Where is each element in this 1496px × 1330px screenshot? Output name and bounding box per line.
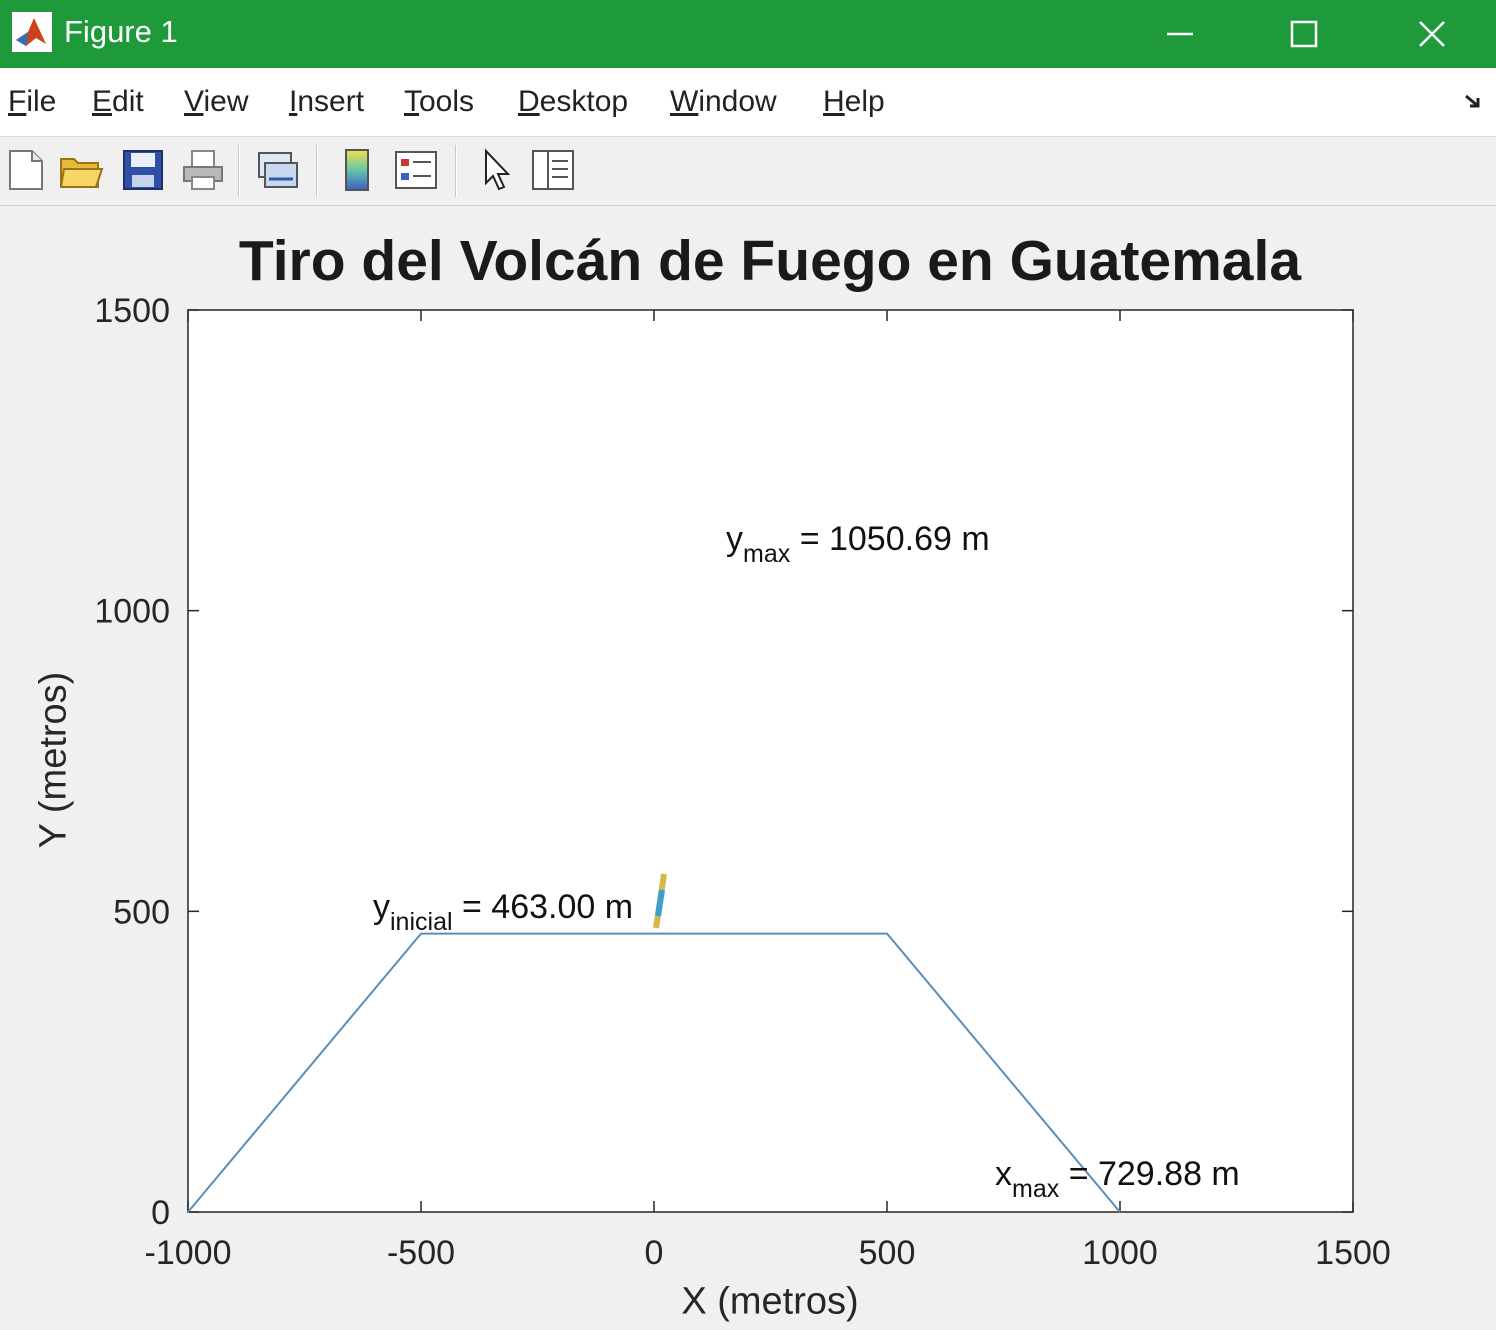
xmax-value: = 729.88 m [1068, 1155, 1240, 1193]
yinicial-base: y [373, 888, 390, 926]
y-tick-label: 1500 [94, 292, 170, 330]
menu-desktop[interactable]: Desktop [518, 84, 628, 120]
toolbar-separator [455, 145, 457, 197]
menu-view-label: iew [203, 85, 249, 118]
close-icon [1419, 21, 1445, 47]
save-icon[interactable] [120, 147, 166, 193]
menu-view[interactable]: View [184, 84, 248, 120]
y-tick-label: 0 [151, 1194, 170, 1232]
yinicial-value: = 463.00 m [461, 888, 634, 926]
xmax-base: x [995, 1155, 1012, 1193]
yinicial-subscript: inicial [390, 908, 453, 936]
ymax-annotation: ymax = 1050.69 m [726, 522, 990, 567]
y-tick-label: 1000 [94, 593, 170, 631]
print-icon[interactable] [180, 147, 226, 193]
axes-area[interactable] [187, 309, 1354, 1213]
toolbar-separator [316, 145, 318, 197]
x-tick-label: 1500 [1315, 1234, 1391, 1272]
menu-bar: File Edit View Insert Tools Desktop Wind… [0, 68, 1496, 137]
menu-tools[interactable]: Tools [404, 84, 474, 120]
ymax-base: y [726, 520, 743, 558]
menu-edit-label: dit [112, 85, 144, 118]
menu-help-mnemonic: H [823, 85, 845, 118]
ymax-subscript: max [743, 540, 791, 568]
menu-tools-mnemonic: T [404, 85, 419, 118]
terrain-line [187, 932, 1121, 1213]
link-plot-icon[interactable] [255, 147, 301, 193]
menu-window[interactable]: Window [670, 84, 777, 120]
edit-plot-icon[interactable] [474, 147, 520, 193]
menu-desktop-label: esktop [539, 85, 629, 118]
menu-window-label: indow [698, 85, 777, 118]
xmax-subscript: max [1012, 1175, 1060, 1203]
figure-toolbar [0, 137, 1496, 206]
menu-help[interactable]: Help [823, 84, 885, 120]
menu-edit-mnemonic: E [92, 85, 113, 118]
xmax-annotation: xmax = 729.88 m [995, 1157, 1240, 1202]
menu-view-mnemonic: V [184, 85, 204, 118]
x-tick-label: 500 [859, 1234, 916, 1272]
close-button[interactable] [1382, 0, 1482, 68]
projectile-marker [653, 873, 667, 929]
x-tick-label: -500 [387, 1234, 455, 1272]
menu-insert-label: nsert [297, 85, 365, 118]
menu-edit[interactable]: Edit [92, 84, 144, 120]
x-tick-label: 1000 [1082, 1234, 1158, 1272]
open-file-icon[interactable] [58, 147, 104, 193]
menu-window-mnemonic: W [670, 85, 699, 118]
insert-colorbar-icon[interactable] [334, 147, 380, 193]
maximize-icon [1290, 20, 1318, 48]
minimize-icon [1167, 32, 1193, 36]
menu-desktop-mnemonic: D [518, 85, 540, 118]
insert-legend-icon[interactable] [393, 147, 439, 193]
menu-insert[interactable]: Insert [289, 84, 364, 120]
x-axis-label: X (metros) [681, 1280, 859, 1323]
window-title-bar: Figure 1 [0, 0, 1496, 68]
plot-title: Tiro del Volcán de Fuego en Guatemala [238, 229, 1302, 293]
menu-tools-label: ools [419, 85, 475, 118]
menu-file-mnemonic: F [8, 85, 27, 118]
minimize-button[interactable] [1130, 0, 1230, 68]
menu-insert-mnemonic: I [289, 85, 298, 118]
y-tick-label: 500 [113, 893, 170, 931]
ymax-value: = 1050.69 m [799, 520, 990, 558]
dock-figure-icon[interactable] [1462, 90, 1486, 114]
matlab-logo-icon [12, 12, 52, 52]
window-title: Figure 1 [64, 14, 178, 49]
property-inspector-icon[interactable] [530, 147, 576, 193]
y-axis-label: Y (metros) [32, 671, 75, 849]
x-tick-label: -1000 [145, 1234, 232, 1272]
x-tick-label: 0 [645, 1234, 664, 1272]
yinicial-annotation: yinicial = 463.00 m [373, 890, 633, 935]
maximize-button[interactable] [1254, 0, 1354, 68]
menu-file[interactable]: File [8, 84, 56, 120]
new-figure-icon[interactable] [2, 147, 48, 193]
menu-file-label: ile [26, 85, 57, 118]
menu-help-label: elp [844, 85, 885, 118]
toolbar-separator [238, 145, 240, 197]
